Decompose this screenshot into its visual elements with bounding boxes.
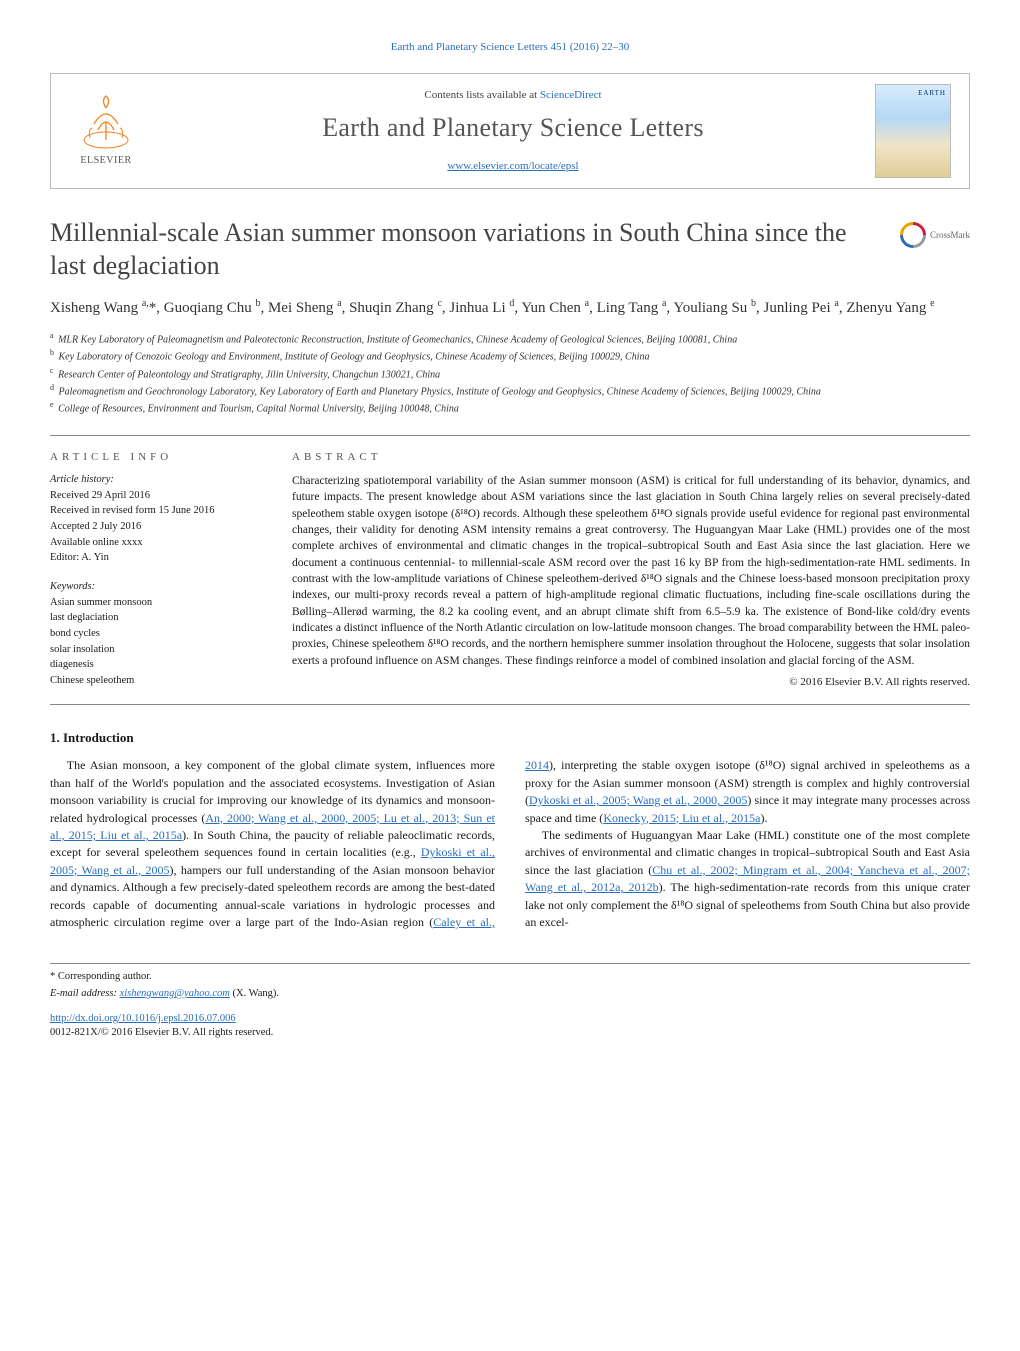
publisher-logo-block: ELSEVIER [61, 94, 151, 168]
crossmark-ring-icon [895, 217, 932, 254]
divider-rule-2 [50, 704, 970, 705]
section-1-heading: 1. Introduction [50, 729, 970, 747]
article-info-heading: article info [50, 450, 260, 465]
journal-name: Earth and Planetary Science Letters [151, 110, 875, 146]
crossmark-badge[interactable]: CrossMark [900, 217, 970, 253]
contents-prefix: Contents lists available at [424, 89, 539, 101]
affiliation-item: a MLR Key Laboratory of Paleomagnetism a… [50, 330, 970, 347]
affiliation-item: e College of Resources, Environment and … [50, 399, 970, 416]
history-item: Accepted 2 July 2016 [50, 520, 260, 535]
email-link[interactable]: xishengwang@yahoo.com [120, 988, 230, 999]
affiliation-item: d Paleomagnetism and Geochronology Labor… [50, 382, 970, 399]
footer-block: * Corresponding author. E-mail address: … [50, 963, 970, 1041]
keyword-item: solar insolation [50, 643, 260, 658]
article-title: Millennial-scale Asian summer monsoon va… [50, 217, 880, 282]
citation-link[interactable]: Konecky, 2015; Liu et al., 2015a [603, 811, 760, 825]
issn-line: 0012-821X/© 2016 Elsevier B.V. All right… [50, 1026, 970, 1041]
history-item: Editor: A. Yin [50, 551, 260, 566]
history-item: Available online xxxx [50, 536, 260, 551]
intro-paragraph-2: The sediments of Huguangyan Maar Lake (H… [525, 827, 970, 931]
history-item: Received in revised form 15 June 2016 [50, 504, 260, 519]
keywords-label: Keywords: [50, 580, 260, 595]
elsevier-label: ELSEVIER [80, 154, 131, 168]
corresponding-author-note: * Corresponding author. [50, 970, 970, 985]
history-label: Article history: [50, 473, 260, 488]
journal-home-link[interactable]: www.elsevier.com/locate/epsl [447, 160, 578, 172]
keyword-item: Chinese speleothem [50, 674, 260, 689]
divider-rule [50, 435, 970, 436]
masthead: ELSEVIER Contents lists available at Sci… [50, 73, 970, 189]
contents-available: Contents lists available at ScienceDirec… [151, 88, 875, 103]
doi-link[interactable]: http://dx.doi.org/10.1016/j.epsl.2016.07… [50, 1013, 236, 1024]
elsevier-tree-icon [76, 94, 136, 152]
top-citation: Earth and Planetary Science Letters 451 … [50, 40, 970, 55]
sciencedirect-link[interactable]: ScienceDirect [540, 89, 602, 101]
keyword-item: bond cycles [50, 627, 260, 642]
journal-cover-thumb [875, 84, 951, 178]
history-item: Received 29 April 2016 [50, 489, 260, 504]
author-list: Xisheng Wang a,*, Guoqiang Chu b, Mei Sh… [50, 296, 970, 320]
keyword-item: Asian summer monsoon [50, 596, 260, 611]
affiliations: a MLR Key Laboratory of Paleomagnetism a… [50, 330, 970, 417]
keyword-item: last deglaciation [50, 611, 260, 626]
corresponding-email-line: E-mail address: xishengwang@yahoo.com (X… [50, 987, 970, 1002]
citation-link[interactable]: Dykoski et al., 2005; Wang et al., 2000,… [529, 793, 747, 807]
keyword-item: diagenesis [50, 658, 260, 673]
affiliation-item: b Key Laboratory of Cenozoic Geology and… [50, 347, 970, 364]
body-two-column: The Asian monsoon, a key component of th… [50, 757, 970, 931]
article-info-column: article info Article history: Received 2… [50, 450, 260, 691]
abstract-heading: abstract [292, 450, 970, 465]
abstract-text: Characterizing spatiotemporal variabilit… [292, 473, 970, 669]
abstract-column: abstract Characterizing spatiotemporal v… [292, 450, 970, 691]
affiliation-item: c Research Center of Paleontology and St… [50, 365, 970, 382]
copyright-line: © 2016 Elsevier B.V. All rights reserved… [292, 675, 970, 690]
crossmark-label: CrossMark [930, 229, 970, 242]
